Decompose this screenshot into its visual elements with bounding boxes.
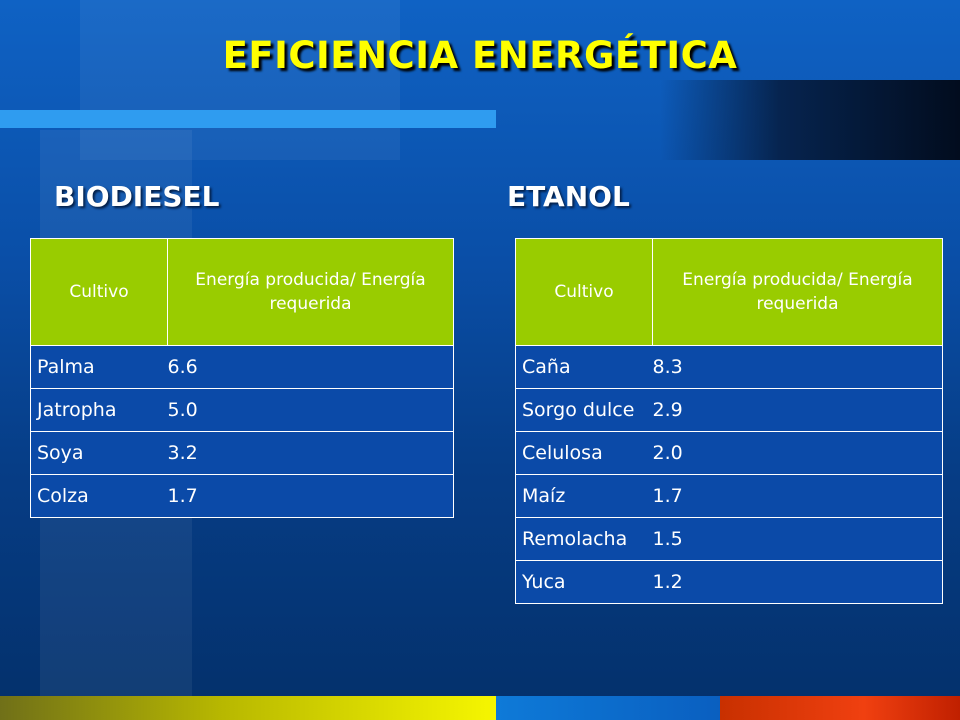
crop-cell: Maíz — [515, 474, 653, 518]
crop-cell: Colza — [30, 474, 168, 518]
value-cell: 6.6 — [167, 345, 454, 389]
crop-cell: Jatropha — [30, 388, 168, 432]
table-row: Caña 8.3 — [515, 345, 943, 389]
column-header-crop: Cultivo — [30, 238, 168, 346]
table-header-row: Cultivo Energía producida/ Energía reque… — [515, 238, 943, 346]
value-cell: 1.2 — [652, 560, 943, 604]
bottom-bar-blue — [496, 696, 720, 720]
table-row: Remolacha 1.5 — [515, 517, 943, 561]
crop-cell: Palma — [30, 345, 168, 389]
value-cell: 1.7 — [167, 474, 454, 518]
decorative-dark-block — [660, 80, 960, 160]
value-cell: 2.0 — [652, 431, 943, 475]
value-cell: 1.7 — [652, 474, 943, 518]
column-header-ratio: Energía producida/ Energía requerida — [652, 238, 943, 346]
crop-cell: Sorgo dulce — [515, 388, 653, 432]
column-header-ratio: Energía producida/ Energía requerida — [167, 238, 454, 346]
value-cell: 1.5 — [652, 517, 943, 561]
value-cell: 5.0 — [167, 388, 454, 432]
biodiesel-table: Cultivo Energía producida/ Energía reque… — [30, 238, 454, 518]
etanol-table: Cultivo Energía producida/ Energía reque… — [515, 238, 943, 604]
crop-cell: Soya — [30, 431, 168, 475]
crop-cell: Celulosa — [515, 431, 653, 475]
table-row: Palma 6.6 — [30, 345, 454, 389]
crop-cell: Caña — [515, 345, 653, 389]
decorative-panel-top — [80, 0, 400, 160]
bottom-bar-yellow — [0, 696, 496, 720]
etanol-heading: ETANOL — [507, 180, 630, 213]
table-row: Maíz 1.7 — [515, 474, 943, 518]
bottom-bar-red — [720, 696, 960, 720]
table-row: Celulosa 2.0 — [515, 431, 943, 475]
table-row: Jatropha 5.0 — [30, 388, 454, 432]
bottom-color-bar — [0, 696, 960, 720]
table-header-row: Cultivo Energía producida/ Energía reque… — [30, 238, 454, 346]
table-row: Yuca 1.2 — [515, 560, 943, 604]
slide-title: EFICIENCIA ENERGÉTICA — [222, 34, 738, 77]
crop-cell: Remolacha — [515, 517, 653, 561]
value-cell: 2.9 — [652, 388, 943, 432]
decorative-strip — [0, 110, 496, 128]
value-cell: 3.2 — [167, 431, 454, 475]
biodiesel-heading: BIODIESEL — [54, 180, 220, 213]
crop-cell: Yuca — [515, 560, 653, 604]
table-row: Sorgo dulce 2.9 — [515, 388, 943, 432]
table-row: Colza 1.7 — [30, 474, 454, 518]
value-cell: 8.3 — [652, 345, 943, 389]
table-row: Soya 3.2 — [30, 431, 454, 475]
column-header-crop: Cultivo — [515, 238, 653, 346]
